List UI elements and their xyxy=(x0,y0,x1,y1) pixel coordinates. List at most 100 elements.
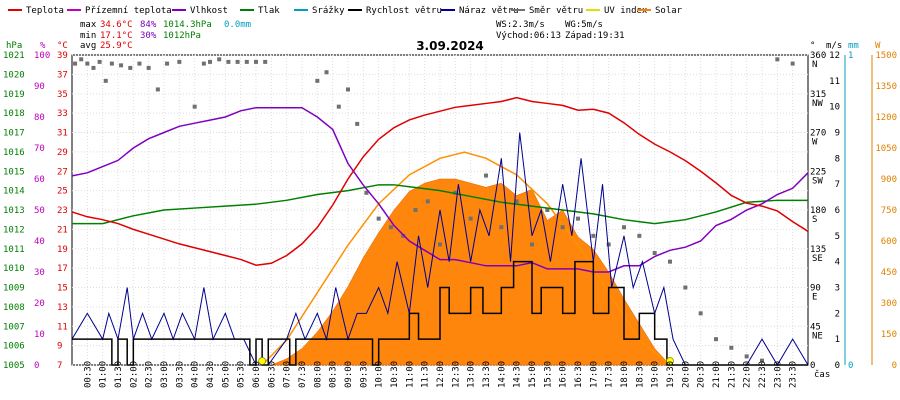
x-tick-label: 08:00 xyxy=(313,361,323,388)
solar-tick-label: 1200 xyxy=(875,113,897,123)
x-tick-label: 09:30 xyxy=(359,361,369,388)
direction-tick-label: 225 xyxy=(810,167,826,177)
temperature-tick-label: 7 xyxy=(57,361,62,371)
pressure-tick-label: 1021 xyxy=(3,51,25,61)
temperature-tick-label: 39 xyxy=(57,51,68,61)
x-tick-label: 00:30 xyxy=(83,361,93,388)
wind-direction-point xyxy=(698,311,703,316)
press-unit: hPa xyxy=(6,41,22,51)
wind-direction-point xyxy=(244,59,249,64)
x-tick-label: 08:30 xyxy=(329,361,339,388)
direction-compass-label: E xyxy=(812,293,817,303)
stats-block: max 34.6°C 84% 1014.3hPa 0.0mm min 17.1°… xyxy=(80,20,625,51)
x-tick-label: 03:30 xyxy=(175,361,185,388)
x-tick-label: 02:00 xyxy=(129,361,139,388)
direction-tick-label: 45 xyxy=(810,322,821,332)
wind-tick-label: 5 xyxy=(835,232,840,242)
x-tick-label: 03:00 xyxy=(160,361,170,388)
stat-max-label: max xyxy=(80,20,97,30)
wind-direction-point xyxy=(85,61,90,66)
temperature-tick-label: 35 xyxy=(57,90,68,100)
wind-tick-label: 8 xyxy=(835,154,840,164)
stat-wg: WG:5m/s xyxy=(565,20,603,30)
solar-theoretical-line xyxy=(261,151,671,366)
wind-direction-point xyxy=(346,87,350,92)
x-tick-label: 14:00 xyxy=(497,361,507,388)
wind-direction-point xyxy=(775,57,780,62)
pressure-tick-label: 1009 xyxy=(3,284,25,294)
pressure-tick-label: 1010 xyxy=(3,264,25,274)
wind-direction-point xyxy=(637,233,642,238)
temperature-tick-label: 9 xyxy=(57,342,62,352)
x-tick-label: 21:00 xyxy=(712,361,722,388)
stat-ws: WS:2.3m/s xyxy=(496,20,545,30)
direction-tick-label: 90 xyxy=(810,284,821,294)
direction-tick-label: 270 xyxy=(810,129,826,139)
temperature-tick-label: 17 xyxy=(57,264,68,274)
wind-direction-point xyxy=(192,104,197,109)
temperature-tick-label: 13 xyxy=(57,303,68,313)
wind-direction-point xyxy=(714,337,718,342)
x-tick-label: 17:30 xyxy=(605,361,615,388)
wind-direction-point xyxy=(79,57,84,62)
wind-direction-point xyxy=(683,285,688,290)
temperature-line xyxy=(71,96,809,266)
temp-unit: °C xyxy=(57,41,68,51)
x-tick-label: 16:30 xyxy=(574,361,584,388)
x-tick-label: 06:00 xyxy=(252,361,262,388)
wind-tick-label: 12 xyxy=(829,51,840,61)
humidity-tick-label: 30 xyxy=(34,268,45,278)
stat-sunrise: Východ:06:13 xyxy=(496,31,561,41)
wind-unit: m/s xyxy=(826,41,842,51)
wind-direction-point xyxy=(324,70,329,75)
x-tick-label: 22:00 xyxy=(743,361,753,388)
humidity-tick-label: 80 xyxy=(34,113,45,123)
humidity-tick-label: 20 xyxy=(34,299,45,309)
pressure-tick-label: 1013 xyxy=(3,206,25,216)
wind-direction-point xyxy=(109,61,114,66)
direction-compass-label: NE xyxy=(812,331,823,341)
wind-direction-point xyxy=(91,65,96,70)
direction-compass-label: SE xyxy=(812,254,823,264)
wind-direction-point xyxy=(315,78,320,83)
humidity-tick-label: 40 xyxy=(34,237,45,247)
temperature-tick-label: 21 xyxy=(57,225,68,235)
direction-compass-label: NW xyxy=(812,99,823,109)
solar-tick-label: 1500 xyxy=(875,51,897,61)
wind-direction-point xyxy=(484,173,488,178)
stat-sunset: Západ:19:31 xyxy=(565,31,625,41)
humidity-tick-label: 10 xyxy=(34,330,45,340)
solar-tick-label: 0 xyxy=(892,361,897,371)
wind-tick-label: 11 xyxy=(829,77,840,87)
wind-direction-point xyxy=(729,345,734,350)
x-tick-label: 14:30 xyxy=(513,361,523,388)
temperature-tick-label: 31 xyxy=(57,129,68,139)
x-tick-label: 21:30 xyxy=(727,361,737,388)
stat-min-hum: 30% xyxy=(140,31,157,41)
dir-unit: ° xyxy=(810,41,815,51)
humidity-tick-label: 50 xyxy=(34,206,45,216)
axes-layer: 00:30 01:00 01:30 02:00 02:30 03:00 03:30 04:00… xyxy=(3,51,897,388)
humidity-tick-label: 100 xyxy=(34,51,50,61)
x-axis-label: čas xyxy=(814,369,830,380)
wind-tick-label: 6 xyxy=(835,206,840,216)
solar-tick-label: 1050 xyxy=(875,144,897,154)
stat-min-temp: 17.1°C xyxy=(100,31,133,41)
rain-tick-label: 1 xyxy=(848,51,853,61)
temperature-tick-label: 33 xyxy=(57,109,68,119)
solar-tick-label: 1350 xyxy=(875,82,897,92)
x-tick-label: 07:00 xyxy=(283,361,293,388)
uv-index-marker xyxy=(258,357,267,365)
legend-label: Vlhkost xyxy=(190,6,228,16)
solar-tick-label: 150 xyxy=(881,330,897,340)
wind-direction-point xyxy=(336,104,341,109)
x-tick-label: 17:00 xyxy=(589,361,599,388)
wind-direction-point xyxy=(514,199,519,204)
wind-direction-point xyxy=(165,61,170,66)
wind-direction-point xyxy=(155,87,160,92)
wind-direction-point xyxy=(499,225,504,230)
wind-direction-point xyxy=(468,216,473,221)
direction-tick-label: 0 xyxy=(810,361,815,371)
x-tick-label: 22:30 xyxy=(758,361,768,388)
wind-tick-label: 4 xyxy=(835,258,840,268)
